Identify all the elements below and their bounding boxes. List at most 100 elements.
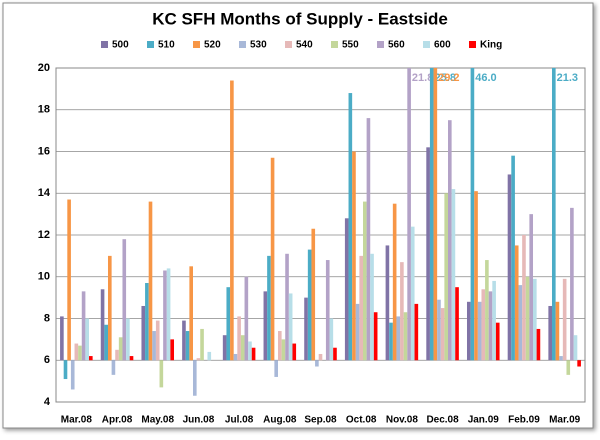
bar [63, 360, 68, 380]
bar [474, 191, 478, 361]
bar [352, 151, 356, 361]
bar [152, 331, 156, 361]
bar [104, 324, 108, 361]
bar [410, 226, 415, 361]
bar [389, 322, 393, 361]
bar [304, 297, 308, 361]
bar [159, 360, 164, 388]
bar [440, 308, 445, 361]
y-tick-label: 10 [38, 271, 50, 283]
bar [182, 320, 186, 361]
bar [525, 276, 530, 361]
bar [185, 331, 190, 361]
bar [333, 347, 337, 361]
legend-swatch [285, 41, 292, 48]
bar [511, 155, 515, 361]
bar [126, 318, 130, 361]
bar [270, 157, 275, 361]
bar [196, 358, 201, 361]
bar [385, 245, 390, 361]
bar [407, 68, 411, 361]
x-tick-label: Aug.08 [263, 415, 297, 426]
bar [555, 301, 560, 361]
bar [166, 268, 171, 361]
legend-label: 500 [112, 40, 129, 51]
x-tick-label: Feb.09 [508, 415, 540, 426]
bar [392, 203, 397, 361]
bar [230, 80, 234, 361]
bar [570, 207, 574, 361]
bar [514, 245, 519, 361]
legend-label: 540 [296, 40, 313, 51]
legend-swatch [377, 41, 384, 48]
bar [118, 337, 123, 361]
x-tick-label: Oct.08 [346, 415, 377, 426]
y-tick-label: 12 [38, 229, 50, 241]
bar [292, 343, 297, 361]
bar [359, 255, 364, 361]
value-label: 21.3 [557, 72, 578, 84]
bar [455, 287, 459, 361]
bar [122, 239, 127, 361]
bar [573, 335, 578, 361]
chart-frame [2, 2, 594, 429]
x-tick-label: Jul.08 [225, 415, 254, 426]
bar [244, 276, 249, 361]
bar [307, 249, 312, 361]
bar [492, 280, 496, 361]
legend-swatch [239, 41, 246, 48]
x-tick-label: Jun.08 [183, 415, 215, 426]
y-tick-label: 18 [38, 104, 50, 116]
bar [148, 201, 153, 361]
bar [74, 343, 79, 361]
x-tick-label: Mar.09 [549, 415, 581, 426]
bar [507, 174, 512, 361]
bar [78, 345, 82, 361]
bar [107, 255, 112, 361]
legend-label: 600 [434, 40, 451, 51]
legend-label: 550 [342, 40, 359, 51]
bar [562, 278, 567, 361]
bar [315, 360, 319, 367]
bar [370, 253, 374, 361]
bar [348, 93, 353, 361]
legend-swatch [193, 41, 200, 48]
y-tick-label: 6 [44, 354, 50, 366]
bar [355, 303, 360, 361]
bar [189, 266, 193, 361]
value-label: 25.8 [435, 72, 456, 84]
x-tick-label: May.08 [141, 415, 174, 426]
bar [485, 260, 489, 361]
bar [470, 68, 475, 361]
legend-swatch [147, 41, 154, 48]
bar [548, 305, 552, 361]
bar [311, 228, 316, 361]
x-tick-label: Jan.09 [468, 415, 500, 426]
bar [288, 293, 293, 361]
legend-swatch [101, 41, 108, 48]
bar [318, 353, 323, 361]
bar [155, 320, 160, 361]
bar [281, 339, 286, 361]
bar [163, 270, 167, 361]
x-tick-label: Apr.08 [102, 415, 133, 426]
bar [448, 120, 452, 361]
bar [192, 360, 197, 396]
bar [285, 253, 289, 361]
bar [207, 351, 212, 361]
bar [274, 360, 278, 377]
bar [344, 218, 349, 361]
bar [522, 235, 526, 361]
bar [111, 360, 116, 375]
bar [488, 291, 493, 361]
legend-label: 510 [158, 40, 175, 51]
bar [437, 299, 441, 361]
bar [559, 356, 563, 361]
bar [400, 262, 404, 361]
bar [414, 303, 419, 361]
bar [426, 147, 430, 361]
bar [240, 335, 245, 361]
legend-swatch [331, 41, 338, 48]
bar [536, 328, 541, 361]
bar [366, 118, 371, 361]
